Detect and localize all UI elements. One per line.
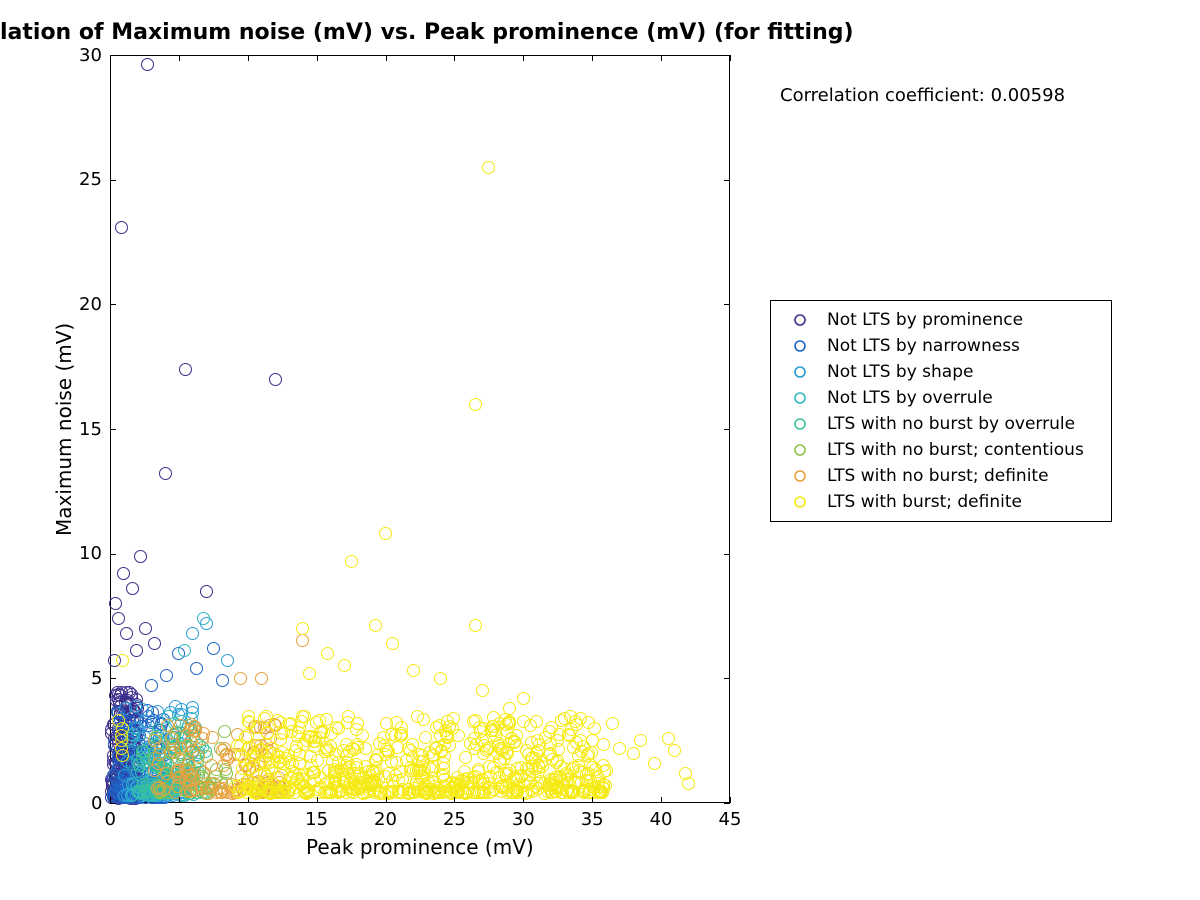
x-tick-label: 15 bbox=[305, 809, 328, 830]
x-tick-label: 30 bbox=[512, 809, 535, 830]
y-tick-label: 15 bbox=[79, 419, 102, 440]
legend-label-not-lts-overrule: Not LTS by overrule bbox=[821, 388, 993, 408]
x-axis-label: Peak prominence (mV) bbox=[306, 835, 534, 859]
legend-label-lts-noburst-definite: LTS with no burst; definite bbox=[821, 466, 1049, 486]
legend-swatch-not-lts-shape bbox=[779, 365, 821, 379]
x-tick-top bbox=[317, 55, 318, 61]
x-tick-label: 20 bbox=[374, 809, 397, 830]
y-tick bbox=[110, 180, 116, 181]
x-tick bbox=[592, 797, 593, 803]
y-tick bbox=[110, 803, 116, 804]
legend-swatch-not-lts-narrowness bbox=[779, 339, 821, 353]
legend-label-lts-noburst-contentious: LTS with no burst; contentious bbox=[821, 440, 1084, 460]
legend-label-not-lts-prominence: Not LTS by prominence bbox=[821, 310, 1023, 330]
correlation-annotation: Correlation coefficient: 0.00598 bbox=[780, 85, 1065, 106]
legend-label-not-lts-narrowness: Not LTS by narrowness bbox=[821, 336, 1020, 356]
y-tick-label: 20 bbox=[79, 294, 102, 315]
legend-swatch-lts-noburst-definite bbox=[779, 469, 821, 483]
y-tick-right bbox=[724, 180, 730, 181]
x-tick-top bbox=[248, 55, 249, 61]
y-tick bbox=[110, 55, 116, 56]
x-tick-top bbox=[179, 55, 180, 61]
legend-item-lts-burst-definite: LTS with burst; definite bbox=[779, 489, 1103, 515]
x-tick-top bbox=[730, 55, 731, 61]
legend-label-not-lts-shape: Not LTS by shape bbox=[821, 362, 973, 382]
y-tick bbox=[110, 304, 116, 305]
x-tick bbox=[523, 797, 524, 803]
y-axis-label: Maximum noise (mV) bbox=[52, 322, 76, 535]
x-tick-top bbox=[661, 55, 662, 61]
x-tick-top bbox=[386, 55, 387, 61]
x-tick-top bbox=[592, 55, 593, 61]
x-tick bbox=[730, 797, 731, 803]
x-tick-top bbox=[454, 55, 455, 61]
y-tick-right bbox=[724, 554, 730, 555]
legend-item-lts-noburst-contentious: LTS with no burst; contentious bbox=[779, 437, 1103, 463]
y-tick-right bbox=[724, 429, 730, 430]
legend-item-not-lts-prominence: Not LTS by prominence bbox=[779, 307, 1103, 333]
legend-label-lts-noburst-overrule: LTS with no burst by overrule bbox=[821, 414, 1075, 434]
legend-item-lts-noburst-overrule: LTS with no burst by overrule bbox=[779, 411, 1103, 437]
y-tick-label: 5 bbox=[91, 668, 102, 689]
legend-swatch-lts-burst-definite bbox=[779, 495, 821, 509]
y-tick-right bbox=[724, 304, 730, 305]
legend-item-not-lts-overrule: Not LTS by overrule bbox=[779, 385, 1103, 411]
y-tick bbox=[110, 429, 116, 430]
legend-item-not-lts-shape: Not LTS by shape bbox=[779, 359, 1103, 385]
x-tick-label: 25 bbox=[443, 809, 466, 830]
x-tick-label: 45 bbox=[719, 809, 742, 830]
x-tick bbox=[179, 797, 180, 803]
x-tick-top bbox=[523, 55, 524, 61]
y-tick-label: 0 bbox=[91, 793, 102, 814]
legend-item-lts-noburst-definite: LTS with no burst; definite bbox=[779, 463, 1103, 489]
x-tick bbox=[386, 797, 387, 803]
x-tick-label: 10 bbox=[236, 809, 259, 830]
y-tick-label: 10 bbox=[79, 543, 102, 564]
x-tick bbox=[317, 797, 318, 803]
y-tick-right bbox=[724, 803, 730, 804]
chart-stage: { "chart": { "type": "scatter", "title":… bbox=[0, 0, 1200, 900]
x-tick-label: 40 bbox=[650, 809, 673, 830]
plot-area bbox=[110, 55, 730, 803]
x-tick bbox=[661, 797, 662, 803]
x-tick bbox=[248, 797, 249, 803]
y-tick bbox=[110, 554, 116, 555]
x-tick-label: 35 bbox=[581, 809, 604, 830]
x-tick-label: 0 bbox=[105, 809, 116, 830]
y-tick-label: 30 bbox=[79, 45, 102, 66]
legend-swatch-lts-noburst-contentious bbox=[779, 443, 821, 457]
legend-label-lts-burst-definite: LTS with burst; definite bbox=[821, 492, 1022, 512]
chart-title: lation of Maximum noise (mV) vs. Peak pr… bbox=[0, 20, 854, 45]
x-tick bbox=[454, 797, 455, 803]
y-tick-label: 25 bbox=[79, 169, 102, 190]
x-tick-label: 5 bbox=[173, 809, 184, 830]
legend-swatch-not-lts-prominence bbox=[779, 313, 821, 327]
y-tick-right bbox=[724, 55, 730, 56]
y-tick bbox=[110, 678, 116, 679]
legend: Not LTS by prominence Not LTS by narrowne… bbox=[770, 300, 1112, 522]
legend-swatch-lts-noburst-overrule bbox=[779, 417, 821, 431]
legend-item-not-lts-narrowness: Not LTS by narrowness bbox=[779, 333, 1103, 359]
legend-swatch-not-lts-overrule bbox=[779, 391, 821, 405]
y-tick-right bbox=[724, 678, 730, 679]
